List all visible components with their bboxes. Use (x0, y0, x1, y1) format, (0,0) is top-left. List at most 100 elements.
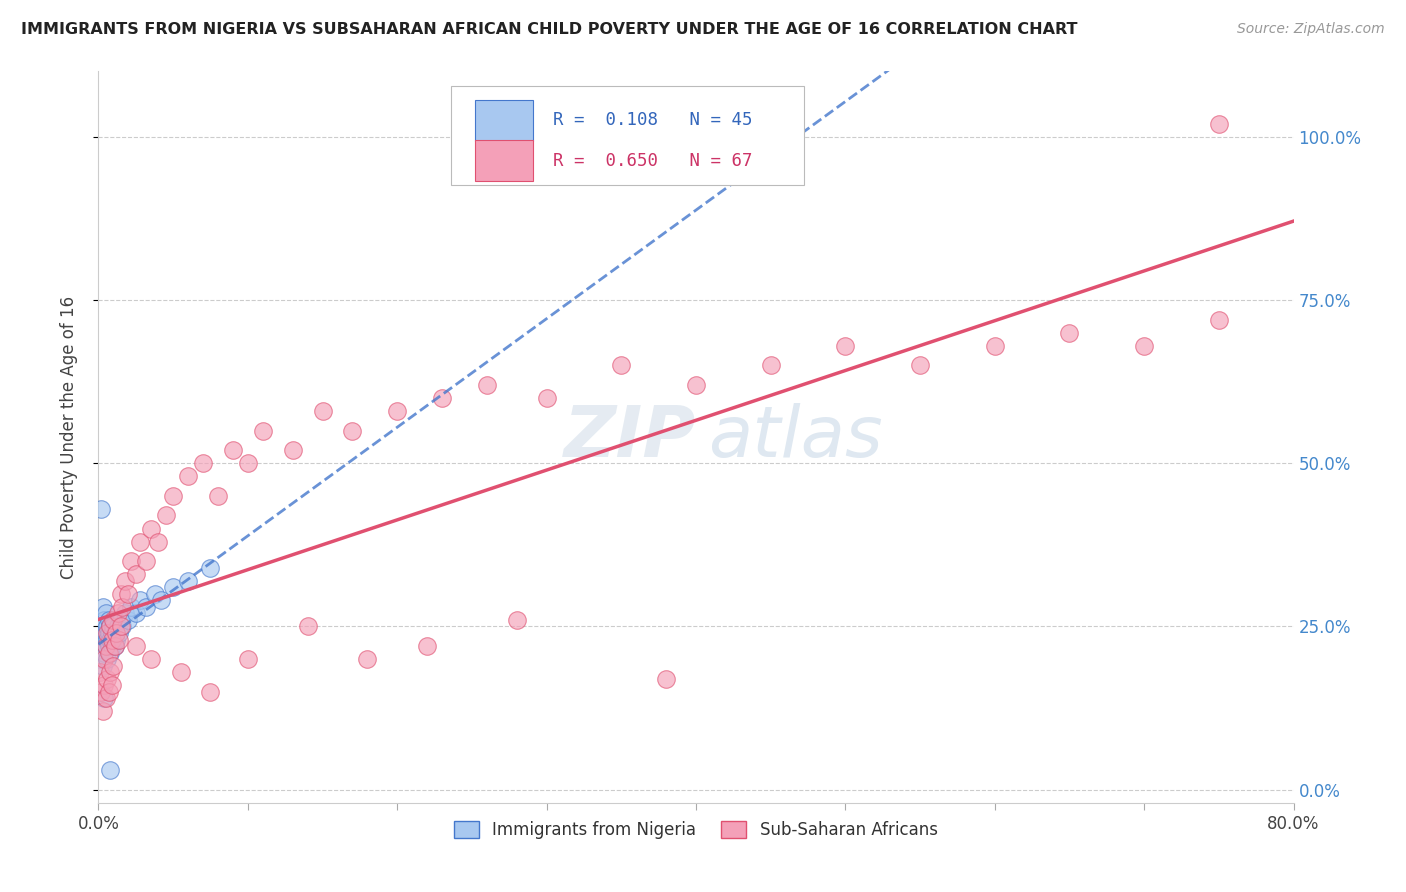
Point (98, 619, 122, 633)
Point (110, 587, 132, 601)
Point (342, 424, 364, 438)
Point (834, 338, 856, 352)
Point (107, 619, 129, 633)
Point (96, 632, 118, 647)
Point (104, 639, 127, 653)
Point (94, 691, 117, 706)
Point (191, 456, 214, 470)
Point (685, 377, 707, 392)
Point (117, 613, 139, 627)
Point (90, 639, 112, 653)
Point (475, 377, 498, 392)
Point (236, 652, 259, 666)
Point (120, 599, 142, 614)
FancyBboxPatch shape (475, 140, 533, 181)
Point (94, 639, 117, 653)
Point (90, 502, 112, 516)
Point (177, 574, 200, 588)
Point (222, 443, 245, 458)
Point (98, 665, 122, 680)
Y-axis label: Child Poverty Under the Age of 16: Child Poverty Under the Age of 16 (59, 295, 77, 579)
Point (114, 574, 136, 588)
Point (125, 639, 148, 653)
Point (110, 613, 132, 627)
FancyBboxPatch shape (451, 86, 804, 185)
Point (655, 672, 678, 686)
Point (1208, 117, 1230, 131)
Point (94, 607, 117, 621)
Point (297, 619, 319, 633)
Point (96, 626, 118, 640)
Point (96, 672, 118, 686)
Point (105, 632, 128, 647)
Point (104, 639, 127, 653)
Point (103, 613, 125, 627)
Point (385, 404, 409, 418)
Point (98, 646, 122, 660)
Point (139, 652, 162, 666)
Point (91, 658, 114, 673)
Point (984, 338, 1007, 352)
Point (252, 424, 274, 438)
Point (91, 599, 114, 614)
Point (105, 626, 128, 640)
Point (98, 763, 122, 777)
Point (97, 613, 120, 627)
Point (120, 554, 142, 568)
Text: R =  0.108   N = 45: R = 0.108 N = 45 (553, 112, 752, 129)
Point (97, 685, 120, 699)
Point (162, 580, 184, 594)
Point (103, 658, 125, 673)
Point (101, 639, 124, 653)
Point (97, 639, 120, 653)
Point (98, 619, 122, 633)
Point (125, 567, 148, 582)
Point (162, 489, 184, 503)
Point (96, 652, 118, 666)
Point (207, 489, 229, 503)
Point (94, 639, 117, 653)
Point (98, 632, 122, 647)
Point (91, 632, 114, 647)
Text: atlas: atlas (709, 402, 883, 472)
FancyBboxPatch shape (475, 100, 533, 141)
Point (111, 599, 134, 614)
Point (101, 632, 124, 647)
Point (110, 619, 132, 633)
Point (93, 613, 115, 627)
Point (135, 599, 157, 614)
Point (117, 587, 139, 601)
Point (169, 665, 191, 680)
Point (155, 508, 177, 523)
Point (101, 626, 124, 640)
Point (103, 619, 125, 633)
Point (356, 652, 378, 666)
Point (108, 626, 131, 640)
Point (108, 632, 131, 647)
Point (143, 587, 166, 601)
Point (129, 534, 152, 549)
Point (103, 632, 125, 647)
Point (93, 678, 115, 692)
Point (125, 607, 148, 621)
Point (177, 469, 200, 483)
Point (1133, 338, 1156, 352)
Point (93, 691, 115, 706)
Point (236, 456, 259, 470)
Text: R =  0.650   N = 67: R = 0.650 N = 67 (553, 152, 752, 169)
Point (430, 391, 453, 405)
Point (150, 593, 173, 607)
Point (281, 443, 304, 458)
Legend: Immigrants from Nigeria, Sub-Saharan Africans: Immigrants from Nigeria, Sub-Saharan Afr… (447, 814, 945, 846)
Point (97, 626, 120, 640)
Point (96, 619, 118, 633)
Text: IMMIGRANTS FROM NIGERIA VS SUBSAHARAN AFRICAN CHILD POVERTY UNDER THE AGE OF 16 : IMMIGRANTS FROM NIGERIA VS SUBSAHARAN AF… (21, 22, 1077, 37)
Point (107, 607, 129, 621)
Point (416, 639, 439, 653)
Point (90, 619, 112, 633)
Point (114, 607, 136, 621)
Point (89, 652, 111, 666)
Point (93, 652, 115, 666)
Text: Source: ZipAtlas.com: Source: ZipAtlas.com (1237, 22, 1385, 37)
Point (610, 358, 633, 372)
